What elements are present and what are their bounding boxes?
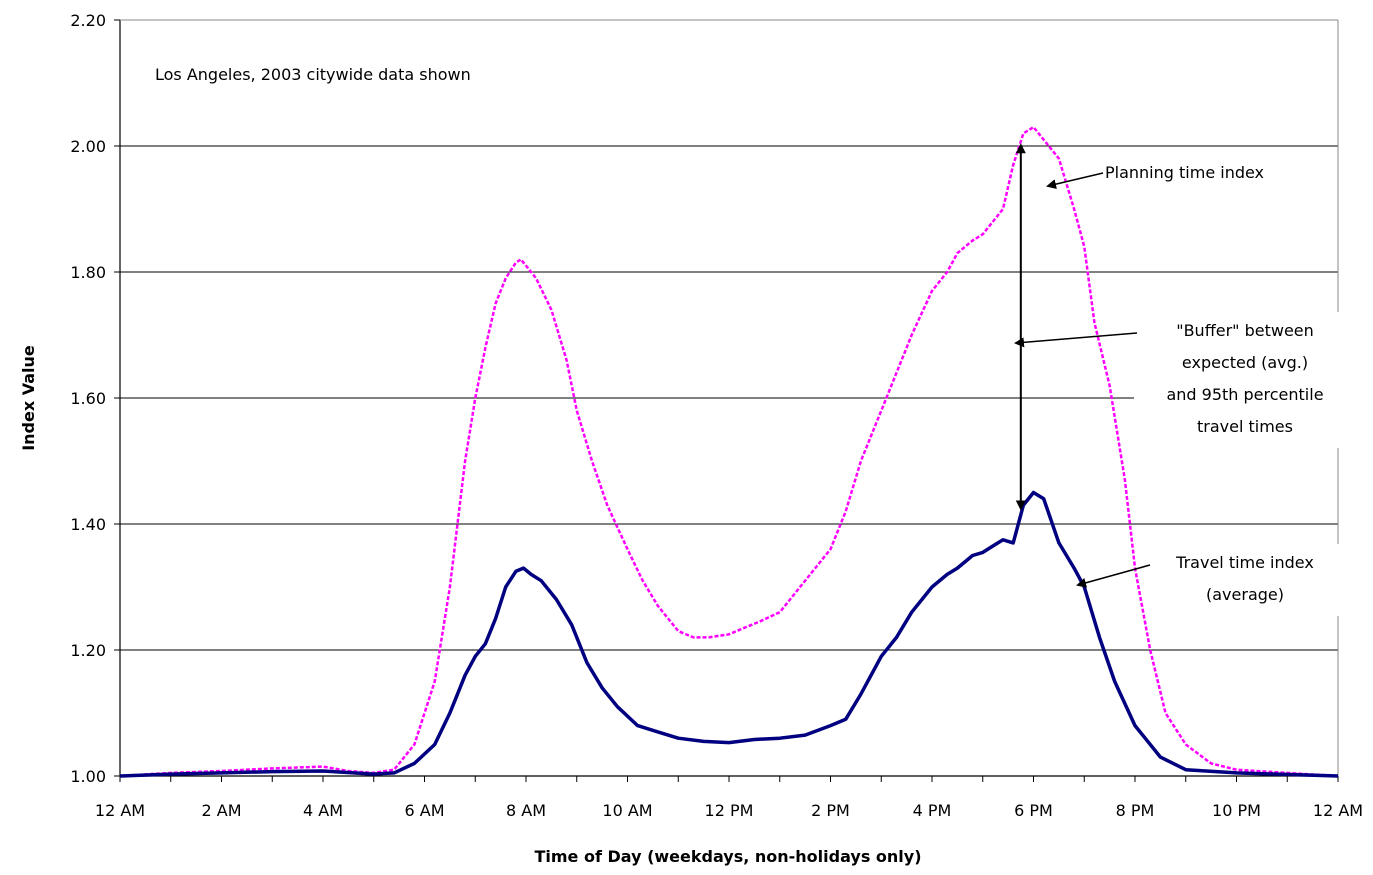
- x-tick-label: 4 AM: [303, 801, 343, 820]
- x-tick-label: 12 AM: [95, 801, 145, 820]
- callout-buffer: "Buffer" between expected (avg.) and 95th …: [1014, 312, 1356, 448]
- labels: Los Angeles, 2003 citywide data shown Ti…: [19, 65, 922, 866]
- y-tick-label: 2.00: [70, 137, 106, 156]
- y-tick-label: 1.00: [70, 767, 106, 786]
- y-axis-title: Index Value: [19, 345, 38, 451]
- x-tick-label: 6 AM: [404, 801, 444, 820]
- x-tick-label: 12 PM: [705, 801, 754, 820]
- callout-text: "Buffer" between: [1176, 321, 1314, 340]
- x-tick-label: 10 AM: [602, 801, 652, 820]
- x-tick-label: 2 AM: [201, 801, 241, 820]
- callout-text: (average): [1206, 585, 1284, 604]
- callout-background: [1134, 312, 1356, 448]
- y-tick-label: 1.40: [70, 515, 106, 534]
- callout-background: [1101, 154, 1323, 194]
- callout-text: expected (avg.): [1182, 353, 1308, 372]
- callout-arrow: [1014, 332, 1138, 348]
- callout-background: [1150, 544, 1340, 616]
- y-tick-label: 1.80: [70, 263, 106, 282]
- callout-text: Planning time index: [1105, 163, 1264, 182]
- chart-annotation: Los Angeles, 2003 citywide data shown: [155, 65, 471, 84]
- callouts: Planning time index "Buffer" between expec…: [1014, 143, 1356, 616]
- callout-tti: Travel time index (average): [1076, 544, 1340, 616]
- callout-text: and 95th percentile: [1166, 385, 1323, 404]
- travel-time-index-line: [119, 490, 1339, 778]
- x-tick-label: 4 PM: [913, 801, 952, 820]
- x-tick-label: 12 AM: [1313, 801, 1363, 820]
- callout-arrow: [1076, 564, 1151, 588]
- y-tick-label: 2.20: [70, 11, 106, 30]
- callout-arrow: [1046, 172, 1104, 190]
- x-tick-label: 8 AM: [506, 801, 546, 820]
- axes: 1.00 1.20 1.40 1.60 1.80 2.00 2.20 12 AM 2 AM 4 A…: [70, 11, 1363, 820]
- callout-text: Travel time index: [1175, 553, 1314, 572]
- x-axis-title: Time of Day (weekdays, non-holidays only…: [534, 847, 921, 866]
- x-tick-label: 10 PM: [1212, 801, 1261, 820]
- y-tick-label: 1.60: [70, 389, 106, 408]
- planning-time-index-line: [119, 125, 1339, 778]
- y-tick-label: 1.20: [70, 641, 106, 660]
- x-tick-label: 8 PM: [1116, 801, 1155, 820]
- callout-text: travel times: [1197, 417, 1293, 436]
- x-tick-label: 2 PM: [811, 801, 850, 820]
- x-tick-label: 6 PM: [1014, 801, 1053, 820]
- callout-pti: Planning time index: [1046, 154, 1323, 194]
- series-lines: [119, 125, 1339, 778]
